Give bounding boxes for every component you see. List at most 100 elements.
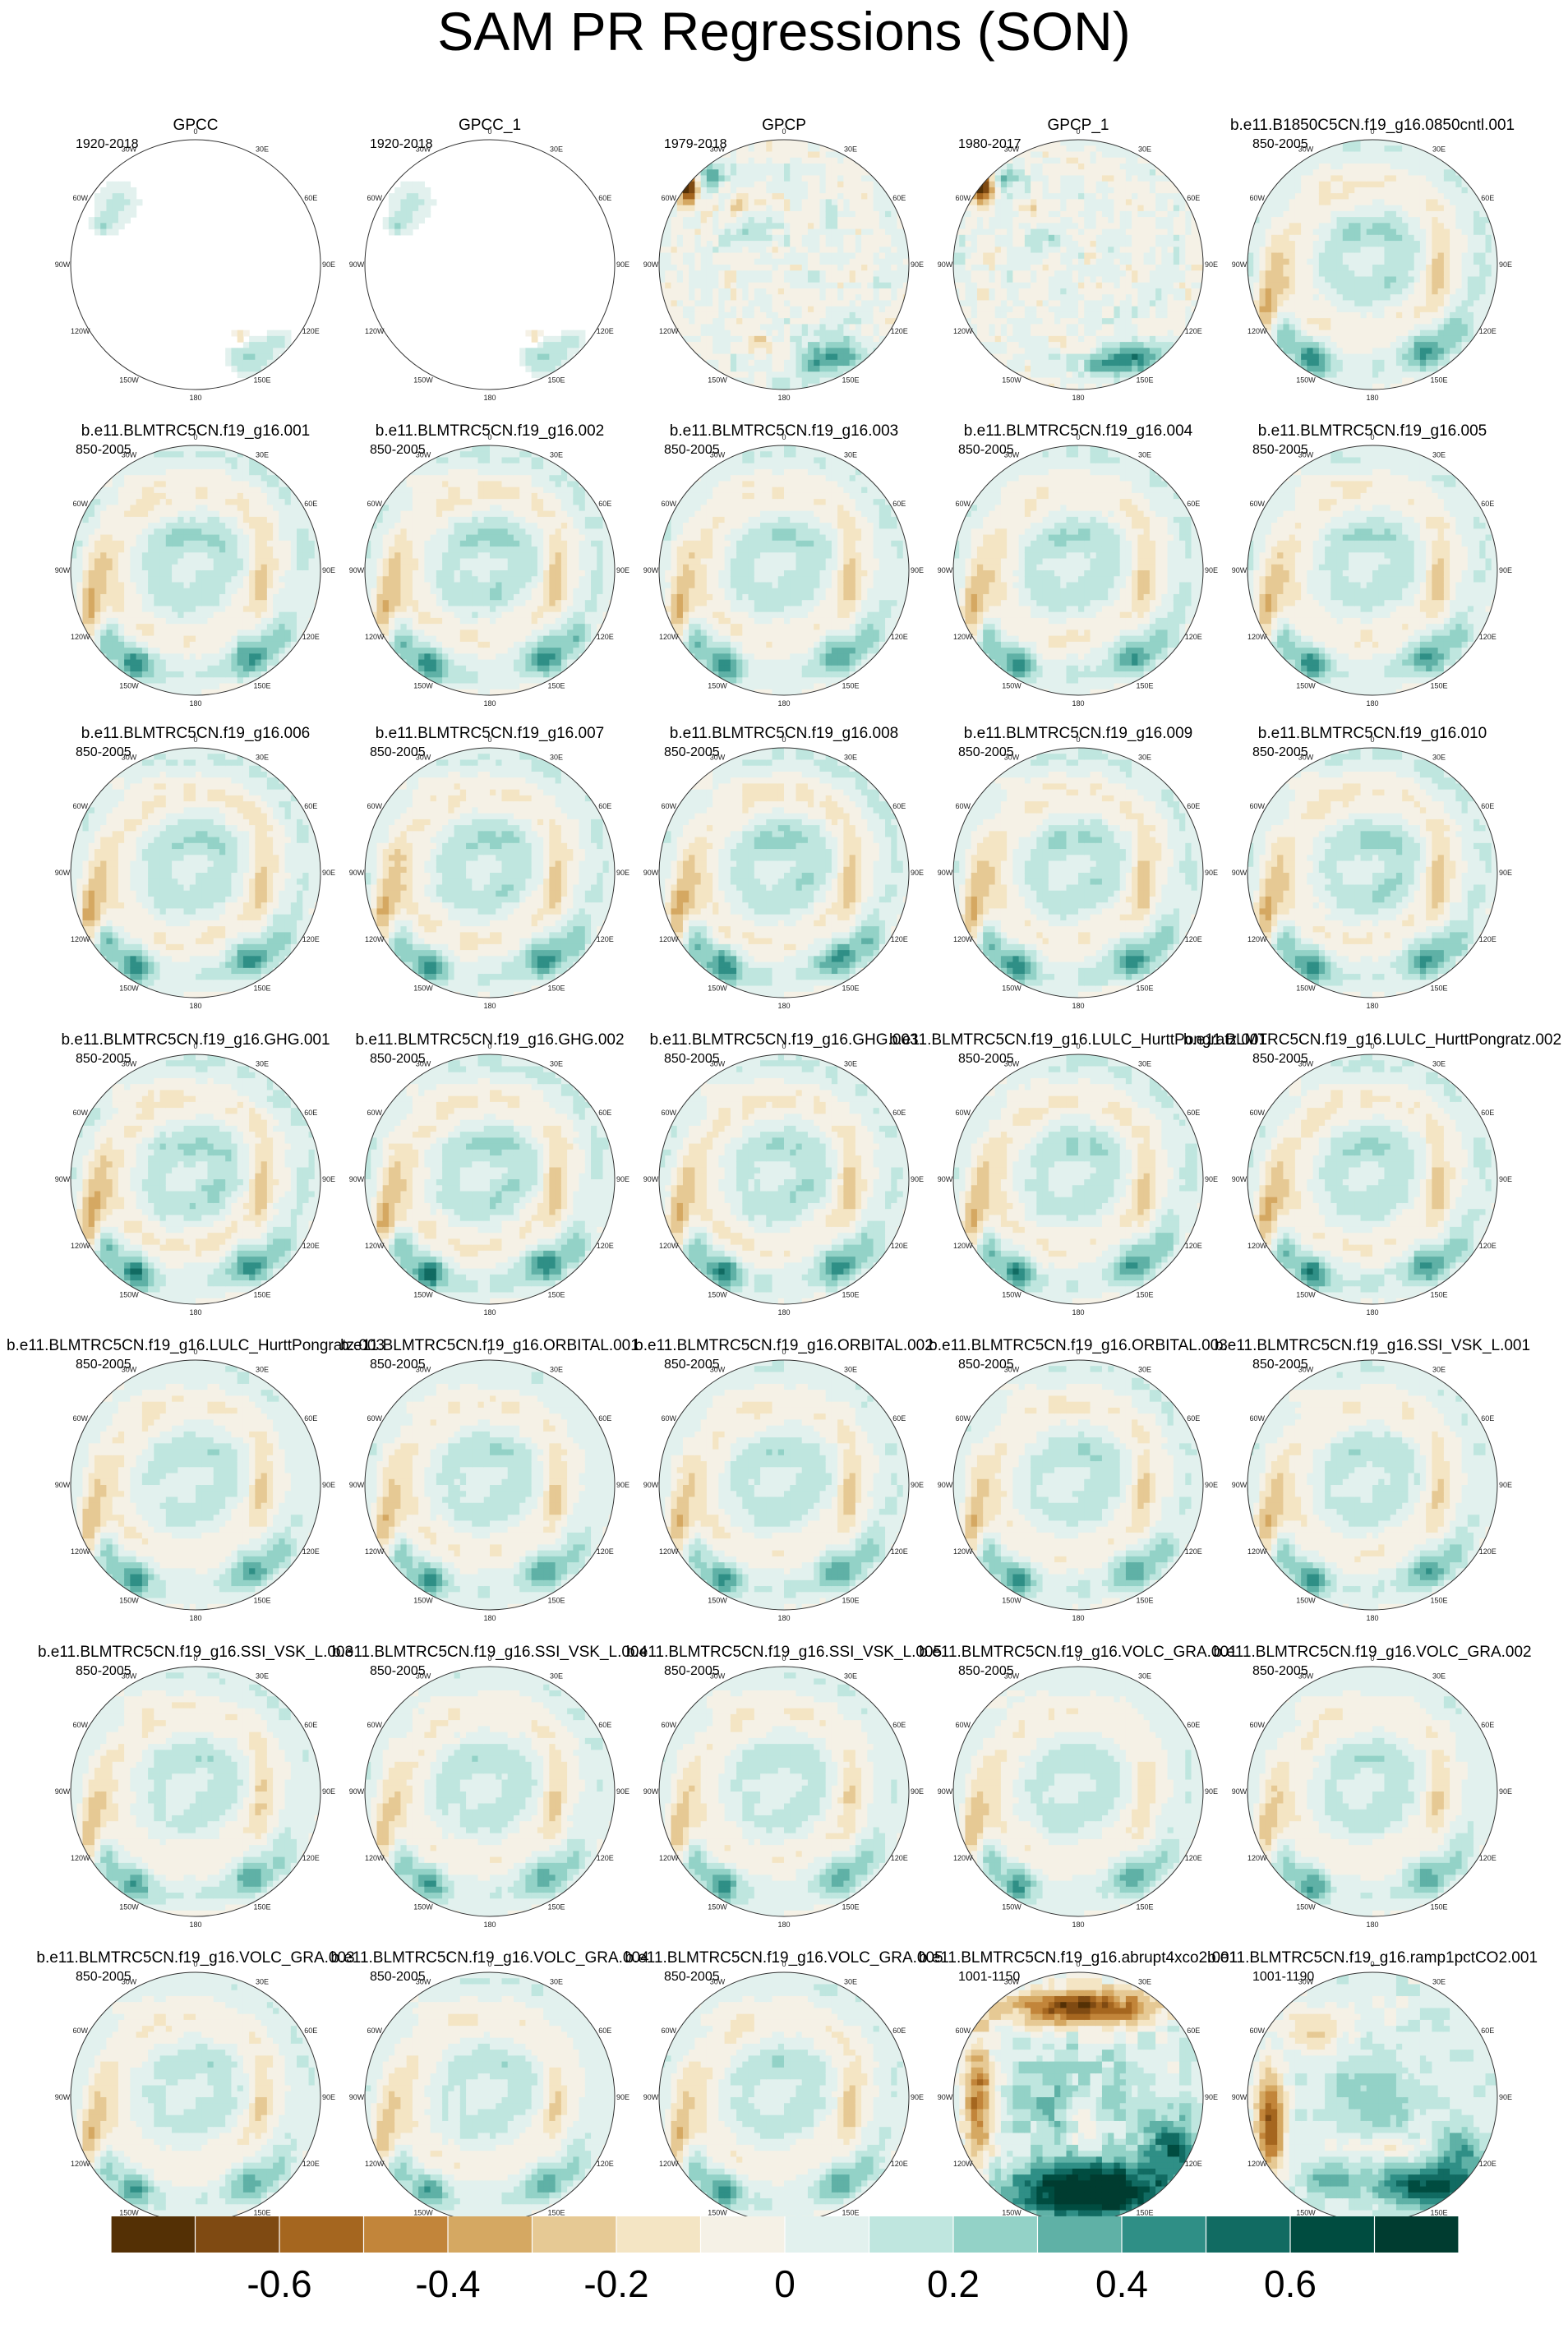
panel-title: b.e11.BLMTRC5CN.f19_g16.VOLC_GRA.001 [919,1644,1237,1661]
map-panel: b.e11.BLMTRC5CN.f19_g16.009 850-2005 0 30E 6… [938,725,1218,1010]
longitude-label: 60W [1249,1414,1265,1423]
longitude-label: 0 [782,1960,786,1968]
longitude-label: 90W [938,869,953,877]
longitude-label: 60E [1187,1721,1200,1729]
longitude-label: 180 [1072,1308,1084,1317]
longitude-label: 90W [349,2093,365,2101]
longitude-label: 30E [1138,1060,1151,1068]
longitude-label: 150E [1136,681,1153,689]
longitude-label: 150E [842,376,859,384]
precip-field [953,1667,1203,1916]
longitude-label: 150W [708,2208,727,2216]
map-panel: b.e11.BLMTRC5CN.f19_g16.006 850-2005 0 30E 6… [55,725,335,1010]
precip-field [365,748,615,998]
longitude-label: 180 [1366,394,1378,402]
longitude-label: 90E [911,1175,924,1183]
longitude-label: 0 [487,1042,491,1050]
longitude-label: 150E [1136,1902,1153,1911]
longitude-label: 30W [122,1366,137,1374]
precip-field [659,1360,909,1610]
panel-years: 1980-2017 [958,137,1022,151]
longitude-label: 90E [1499,566,1512,574]
panel-title: b.e11.BLMTRC5CN.f19_g16.005 [1258,422,1487,440]
longitude-label: 30E [256,451,269,459]
longitude-label: 120E [1185,327,1202,335]
colorbar-bin [1374,2216,1460,2253]
longitude-label: 0 [1370,127,1374,136]
longitude-label: 0 [782,1654,786,1662]
map-boundary [658,139,910,390]
longitude-label: 0 [1076,127,1080,136]
precip-field [71,1054,321,1304]
longitude-label: 90W [1232,1175,1247,1183]
longitude-label: 120W [659,1242,679,1250]
longitude-label: 90E [911,2093,924,2101]
longitude-label: 60W [367,500,382,508]
longitude-label: 60E [1481,1109,1494,1117]
map-panel: b.e11.BLMTRC5CN.f19_g16.ORBITAL.002 850-2… [634,1337,934,1622]
longitude-label: 150E [253,1902,270,1911]
longitude-label: 60W [955,1109,971,1117]
panel-years: 850-2005 [958,443,1014,457]
map-panel: b.e11.BLMTRC5CN.f19_g16.001 850-2005 0 30E 6… [55,422,335,708]
map-panel: b.e11.BLMTRC5CN.f19_g16.SSI_VSK_L.003 850… [38,1644,353,1929]
longitude-label: 120W [659,1854,679,1862]
longitude-label: 150W [1296,1596,1316,1604]
precip-field [71,1972,321,2222]
longitude-label: 30E [550,1060,563,1068]
longitude-label: 180 [777,1002,790,1010]
longitude-label: 180 [483,1308,496,1317]
longitude-label: 30E [1432,1366,1446,1374]
longitude-label: 150E [1136,2208,1153,2216]
panel-years: 850-2005 [1252,137,1308,151]
longitude-label: 30W [416,1366,431,1374]
map-boundary [1247,139,1498,390]
panel-years: 850-2005 [958,1052,1014,1066]
longitude-label: 150W [413,1290,433,1298]
longitude-label: 30W [1298,1060,1314,1068]
longitude-label: 150W [1002,1902,1022,1911]
longitude-label: 60E [304,500,317,508]
longitude-label: 0 [1076,1348,1080,1356]
longitude-label: 90W [55,1175,71,1183]
map-boundary [1247,445,1498,696]
map-panel: b.e11.BLMTRC5CN.f19_g16.003 850-2005 0 30E 6… [643,422,924,708]
panel-title: b.e11.BLMTRC5CN.f19_g16.001 [81,422,310,440]
longitude-label: 60W [661,802,676,810]
panel-years: 850-2005 [958,1664,1014,1678]
panel-years: 1001-1150 [958,1970,1020,1984]
colorbar-tick-label: 0.6 [1264,2262,1317,2305]
longitude-label: 60E [1481,500,1494,508]
longitude-label: 90E [1499,869,1512,877]
longitude-label: 30E [550,1366,563,1374]
longitude-label: 90W [643,1175,659,1183]
longitude-label: 120E [597,1547,614,1556]
longitude-label: 120E [302,633,320,641]
panel-years: 850-2005 [664,1970,720,1984]
longitude-label: 150W [119,376,139,384]
map-panel: b.e11.BLMTRC5CN.f19_g16.GHG.001 850-2005 0… [55,1031,335,1317]
longitude-label: 60E [892,2027,906,2035]
map-boundary [70,747,321,998]
map-panel: b.e11.BLMTRC5CN.f19_g16.SSI_VSK_L.001 850… [1215,1337,1530,1622]
map-panel: b.e11.BLMTRC5CN.f19_g16.VOLC_GRA.003 850-… [36,1949,354,2234]
longitude-label: 90W [349,1481,365,1489]
map-panel: b.e11.BLMTRC5CN.f19_g16.LULC_HurttPongra… [889,1031,1267,1317]
longitude-label: 150W [1296,681,1316,689]
longitude-label: 120E [1479,1547,1497,1556]
map-panel: b.e11.BLMTRC5CN.f19_g16.004 850-2005 0 30E 6… [938,422,1218,708]
map-panel: b.e11.BLMTRC5CN.f19_g16.GHG.002 850-2005 0… [349,1031,630,1317]
longitude-label: 60E [1481,2027,1494,2035]
longitude-label: 120W [1247,935,1267,943]
longitude-label: 30E [1432,1060,1446,1068]
precip-field [659,748,909,998]
longitude-label: 150W [413,984,433,992]
longitude-label: 0 [487,127,491,136]
longitude-label: 90E [1205,1787,1218,1796]
longitude-label: 90E [322,1175,335,1183]
colorbar-bin [1037,2216,1123,2253]
map-panel: GPCC_1 1920-2018 0 30E 60E 90E 120E 150E 180 150W… [349,117,630,402]
colorbar-bin [1206,2216,1291,2253]
longitude-label: 60W [661,500,676,508]
colorbar-tick-label: 0.2 [927,2262,980,2305]
